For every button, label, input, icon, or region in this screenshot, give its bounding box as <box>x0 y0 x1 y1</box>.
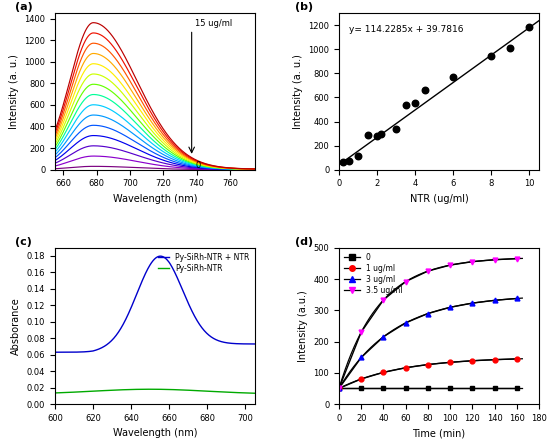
1 ug/ml <box>469 358 476 364</box>
Py-SiRh-NTR + NTR <box>52 349 58 355</box>
Point <box>506 45 515 52</box>
Py-SiRh-NTR + NTR <box>157 254 164 259</box>
3 ug/ml <box>403 320 409 325</box>
0 <box>403 386 409 391</box>
1 ug/ml <box>491 357 498 362</box>
0 <box>425 386 431 391</box>
Py-SiRh-NTR + NTR <box>202 330 209 335</box>
3.5 ug/ml <box>425 269 431 274</box>
3.5 ug/ml <box>358 329 365 335</box>
Text: 15 ug/ml: 15 ug/ml <box>195 20 232 28</box>
Line: 3 ug/ml: 3 ug/ml <box>337 296 519 391</box>
Line: Py-SiRh-NTR: Py-SiRh-NTR <box>55 389 255 393</box>
0 <box>336 386 342 391</box>
1 ug/ml <box>403 365 409 370</box>
1 ug/ml <box>447 360 453 365</box>
3.5 ug/ml <box>403 279 409 284</box>
0 <box>491 386 498 391</box>
3 ug/ml <box>491 297 498 303</box>
Py-SiRh-NTR + NTR <box>170 266 177 272</box>
Point <box>411 100 420 107</box>
Py-SiRh-NTR <box>87 388 94 394</box>
3.5 ug/ml <box>469 259 476 264</box>
Py-SiRh-NTR <box>52 390 58 396</box>
3 ug/ml <box>469 301 476 306</box>
Point <box>377 130 386 137</box>
Py-SiRh-NTR <box>147 387 153 392</box>
Py-SiRh-NTR + NTR <box>103 342 109 348</box>
3.5 ug/ml <box>514 256 520 261</box>
Py-SiRh-NTR <box>103 388 109 393</box>
Text: (c): (c) <box>15 237 32 246</box>
Point <box>363 132 372 139</box>
Py-SiRh-NTR <box>185 388 192 393</box>
3 ug/ml <box>358 355 365 360</box>
0 <box>514 386 520 391</box>
Point <box>344 157 353 164</box>
3.5 ug/ml <box>447 262 453 268</box>
Py-SiRh-NTR + NTR <box>87 349 94 354</box>
Point <box>373 132 382 139</box>
Point <box>392 125 400 132</box>
3 ug/ml <box>336 386 342 391</box>
0 <box>447 386 453 391</box>
0 <box>469 386 476 391</box>
Text: (a): (a) <box>15 2 33 12</box>
Line: 0: 0 <box>337 386 519 391</box>
1 ug/ml <box>514 356 520 361</box>
3.5 ug/ml <box>491 257 498 262</box>
Y-axis label: Intensity (a. u.): Intensity (a. u.) <box>293 54 303 129</box>
Point <box>487 52 496 59</box>
X-axis label: Wavelength (nm): Wavelength (nm) <box>113 428 197 438</box>
Line: Py-SiRh-NTR + NTR: Py-SiRh-NTR + NTR <box>55 256 255 352</box>
Point <box>449 74 458 81</box>
Line: 3.5 ug/ml: 3.5 ug/ml <box>337 256 519 391</box>
Py-SiRh-NTR + NTR <box>252 341 258 347</box>
3.5 ug/ml <box>336 386 342 391</box>
Py-SiRh-NTR <box>142 387 149 392</box>
Y-axis label: Intensity (a.u.): Intensity (a.u.) <box>298 290 308 362</box>
Point <box>354 153 362 160</box>
Py-SiRh-NTR + NTR <box>142 271 149 276</box>
X-axis label: NTR (ug/ml): NTR (ug/ml) <box>410 194 469 204</box>
Point <box>525 23 534 30</box>
3 ug/ml <box>447 305 453 310</box>
Legend: 0, 1 ug/ml, 3 ug/ml, 3.5 ug/ml: 0, 1 ug/ml, 3 ug/ml, 3.5 ug/ml <box>343 252 404 296</box>
1 ug/ml <box>425 362 431 367</box>
Text: (d): (d) <box>295 237 313 246</box>
1 ug/ml <box>380 370 387 375</box>
3 ug/ml <box>514 296 520 301</box>
Py-SiRh-NTR + NTR <box>185 302 192 307</box>
0 <box>358 386 365 391</box>
3 ug/ml <box>425 311 431 316</box>
Y-axis label: Absborance: Absborance <box>11 297 21 355</box>
Point <box>402 101 410 108</box>
0 <box>380 386 387 391</box>
Text: y= 114.2285x + 39.7816: y= 114.2285x + 39.7816 <box>349 25 464 34</box>
Text: (b): (b) <box>295 2 313 12</box>
Line: 1 ug/ml: 1 ug/ml <box>337 357 519 391</box>
3 ug/ml <box>380 334 387 339</box>
Y-axis label: Intensity (a. u.): Intensity (a. u.) <box>9 54 19 129</box>
Py-SiRh-NTR <box>252 391 258 396</box>
Text: 0: 0 <box>195 161 200 170</box>
Point <box>338 159 347 166</box>
1 ug/ml <box>358 377 365 382</box>
Point <box>420 87 429 94</box>
3.5 ug/ml <box>380 297 387 303</box>
1 ug/ml <box>336 386 342 391</box>
Legend: Py-SiRh-NTR + NTR, Py-SiRh-NTR: Py-SiRh-NTR + NTR, Py-SiRh-NTR <box>156 252 251 274</box>
X-axis label: Time (min): Time (min) <box>412 428 465 438</box>
Py-SiRh-NTR <box>170 387 177 392</box>
Py-SiRh-NTR <box>202 388 209 394</box>
X-axis label: Wavelength (nm): Wavelength (nm) <box>113 194 197 204</box>
